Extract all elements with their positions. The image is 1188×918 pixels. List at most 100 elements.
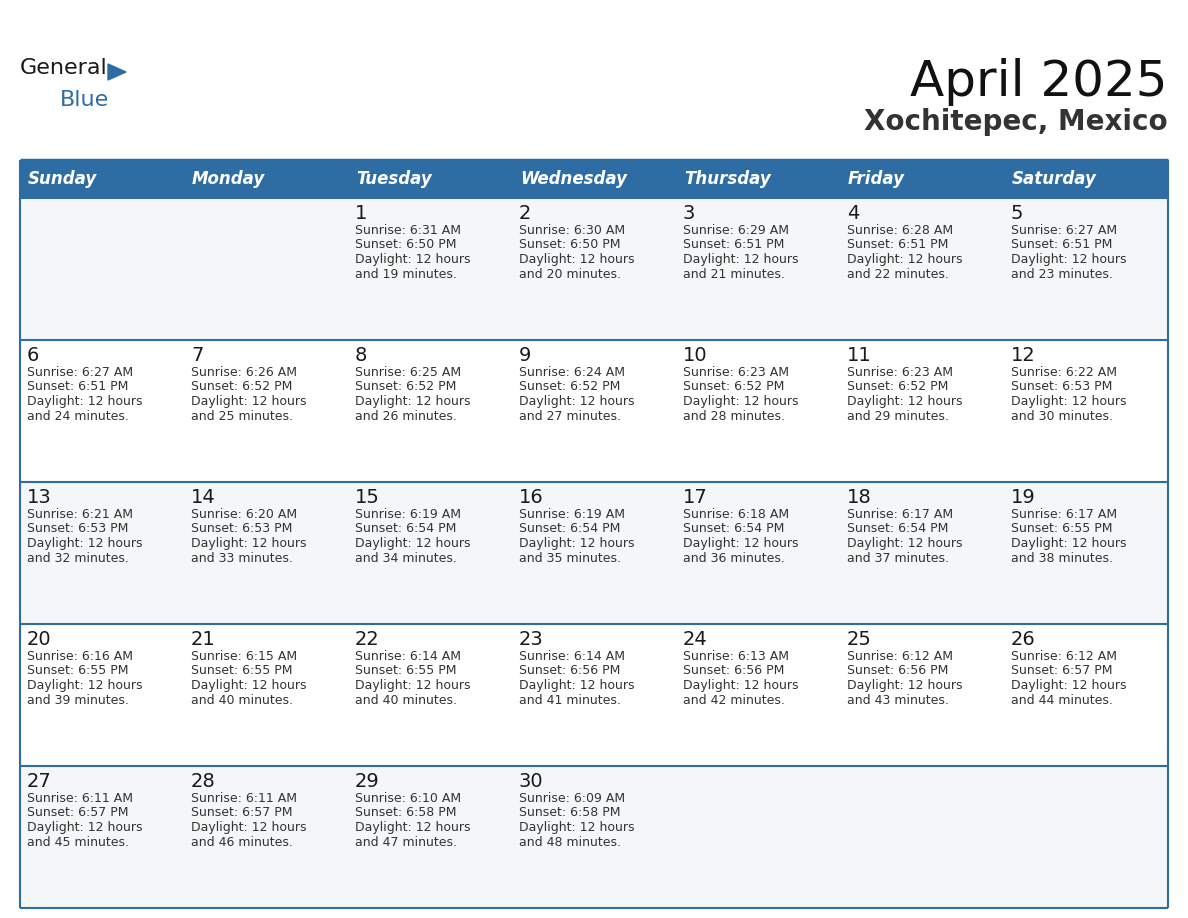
Text: Daylight: 12 hours: Daylight: 12 hours xyxy=(355,395,470,408)
Text: Sunset: 6:54 PM: Sunset: 6:54 PM xyxy=(355,522,456,535)
Bar xyxy=(20,766,184,908)
Text: Sunrise: 6:16 AM: Sunrise: 6:16 AM xyxy=(27,650,133,663)
Text: Sunset: 6:56 PM: Sunset: 6:56 PM xyxy=(683,665,784,677)
Bar xyxy=(512,160,676,198)
Text: and 39 minutes.: and 39 minutes. xyxy=(27,693,128,707)
Text: Sunrise: 6:26 AM: Sunrise: 6:26 AM xyxy=(191,366,297,379)
Text: Daylight: 12 hours: Daylight: 12 hours xyxy=(519,395,634,408)
Text: and 20 minutes.: and 20 minutes. xyxy=(519,267,621,281)
Text: 30: 30 xyxy=(519,772,544,791)
Text: Sunrise: 6:27 AM: Sunrise: 6:27 AM xyxy=(27,366,133,379)
Text: Daylight: 12 hours: Daylight: 12 hours xyxy=(1011,679,1126,692)
Text: 16: 16 xyxy=(519,488,544,507)
Text: 27: 27 xyxy=(27,772,52,791)
Bar xyxy=(1004,766,1168,908)
Bar xyxy=(184,198,348,340)
Text: Sunset: 6:56 PM: Sunset: 6:56 PM xyxy=(519,665,620,677)
Bar xyxy=(1004,624,1168,766)
Bar xyxy=(512,198,676,340)
Text: Sunrise: 6:15 AM: Sunrise: 6:15 AM xyxy=(191,650,297,663)
Text: Daylight: 12 hours: Daylight: 12 hours xyxy=(355,821,470,834)
Text: Daylight: 12 hours: Daylight: 12 hours xyxy=(683,679,798,692)
Text: April 2025: April 2025 xyxy=(910,58,1168,106)
Text: Daylight: 12 hours: Daylight: 12 hours xyxy=(27,679,143,692)
Text: Friday: Friday xyxy=(848,170,905,188)
Bar xyxy=(512,624,676,766)
Text: Sunrise: 6:29 AM: Sunrise: 6:29 AM xyxy=(683,224,789,237)
Text: 4: 4 xyxy=(847,204,859,223)
Text: 25: 25 xyxy=(847,630,872,649)
Text: Xochitepec, Mexico: Xochitepec, Mexico xyxy=(865,108,1168,136)
Text: Sunrise: 6:18 AM: Sunrise: 6:18 AM xyxy=(683,508,789,521)
Text: Sunset: 6:55 PM: Sunset: 6:55 PM xyxy=(355,665,456,677)
Text: 21: 21 xyxy=(191,630,216,649)
Text: Daylight: 12 hours: Daylight: 12 hours xyxy=(519,679,634,692)
Text: Sunset: 6:54 PM: Sunset: 6:54 PM xyxy=(519,522,620,535)
Text: 2: 2 xyxy=(519,204,531,223)
Text: and 29 minutes.: and 29 minutes. xyxy=(847,409,949,422)
Text: Daylight: 12 hours: Daylight: 12 hours xyxy=(191,395,307,408)
Text: Sunrise: 6:11 AM: Sunrise: 6:11 AM xyxy=(27,792,133,805)
Text: Daylight: 12 hours: Daylight: 12 hours xyxy=(683,253,798,266)
Text: Sunset: 6:52 PM: Sunset: 6:52 PM xyxy=(355,380,456,394)
Text: Sunrise: 6:14 AM: Sunrise: 6:14 AM xyxy=(519,650,625,663)
Bar xyxy=(348,766,512,908)
Text: Sunrise: 6:12 AM: Sunrise: 6:12 AM xyxy=(1011,650,1117,663)
Text: 12: 12 xyxy=(1011,346,1036,365)
Text: and 40 minutes.: and 40 minutes. xyxy=(191,693,293,707)
Text: and 41 minutes.: and 41 minutes. xyxy=(519,693,621,707)
Bar xyxy=(840,160,1004,198)
Text: Sunset: 6:54 PM: Sunset: 6:54 PM xyxy=(847,522,948,535)
Bar xyxy=(1004,340,1168,482)
Bar xyxy=(20,340,184,482)
Text: and 25 minutes.: and 25 minutes. xyxy=(191,409,293,422)
Text: Sunrise: 6:10 AM: Sunrise: 6:10 AM xyxy=(355,792,461,805)
Text: 20: 20 xyxy=(27,630,51,649)
Text: Sunset: 6:51 PM: Sunset: 6:51 PM xyxy=(1011,239,1112,252)
Text: 1: 1 xyxy=(355,204,367,223)
Bar xyxy=(20,198,184,340)
Text: Daylight: 12 hours: Daylight: 12 hours xyxy=(27,395,143,408)
Text: Sunrise: 6:30 AM: Sunrise: 6:30 AM xyxy=(519,224,625,237)
Text: Sunset: 6:52 PM: Sunset: 6:52 PM xyxy=(191,380,292,394)
Bar xyxy=(348,624,512,766)
Text: Sunset: 6:53 PM: Sunset: 6:53 PM xyxy=(1011,380,1112,394)
Text: Sunrise: 6:19 AM: Sunrise: 6:19 AM xyxy=(519,508,625,521)
Text: and 40 minutes.: and 40 minutes. xyxy=(355,693,457,707)
Text: Daylight: 12 hours: Daylight: 12 hours xyxy=(683,537,798,550)
Bar xyxy=(512,766,676,908)
Text: 13: 13 xyxy=(27,488,52,507)
Bar xyxy=(676,160,840,198)
Text: Daylight: 12 hours: Daylight: 12 hours xyxy=(27,537,143,550)
Text: and 33 minutes.: and 33 minutes. xyxy=(191,552,293,565)
Polygon shape xyxy=(108,64,126,80)
Text: and 48 minutes.: and 48 minutes. xyxy=(519,835,621,848)
Text: Sunset: 6:53 PM: Sunset: 6:53 PM xyxy=(27,522,128,535)
Text: Tuesday: Tuesday xyxy=(356,170,431,188)
Text: Sunset: 6:57 PM: Sunset: 6:57 PM xyxy=(27,807,128,820)
Bar xyxy=(676,766,840,908)
Bar xyxy=(348,160,512,198)
Text: 9: 9 xyxy=(519,346,531,365)
Bar xyxy=(348,340,512,482)
Text: 24: 24 xyxy=(683,630,708,649)
Text: and 22 minutes.: and 22 minutes. xyxy=(847,267,949,281)
Text: Daylight: 12 hours: Daylight: 12 hours xyxy=(27,821,143,834)
Bar xyxy=(840,482,1004,624)
Text: and 24 minutes.: and 24 minutes. xyxy=(27,409,128,422)
Text: Sunset: 6:52 PM: Sunset: 6:52 PM xyxy=(683,380,784,394)
Text: 6: 6 xyxy=(27,346,39,365)
Text: 18: 18 xyxy=(847,488,872,507)
Text: Monday: Monday xyxy=(192,170,265,188)
Bar xyxy=(348,198,512,340)
Text: and 37 minutes.: and 37 minutes. xyxy=(847,552,949,565)
Text: Sunrise: 6:22 AM: Sunrise: 6:22 AM xyxy=(1011,366,1117,379)
Text: Sunrise: 6:14 AM: Sunrise: 6:14 AM xyxy=(355,650,461,663)
Text: Sunrise: 6:27 AM: Sunrise: 6:27 AM xyxy=(1011,224,1117,237)
Text: Sunrise: 6:24 AM: Sunrise: 6:24 AM xyxy=(519,366,625,379)
Text: Daylight: 12 hours: Daylight: 12 hours xyxy=(847,395,962,408)
Text: 10: 10 xyxy=(683,346,708,365)
Text: Sunset: 6:55 PM: Sunset: 6:55 PM xyxy=(1011,522,1112,535)
Text: Daylight: 12 hours: Daylight: 12 hours xyxy=(355,253,470,266)
Text: and 44 minutes.: and 44 minutes. xyxy=(1011,693,1113,707)
